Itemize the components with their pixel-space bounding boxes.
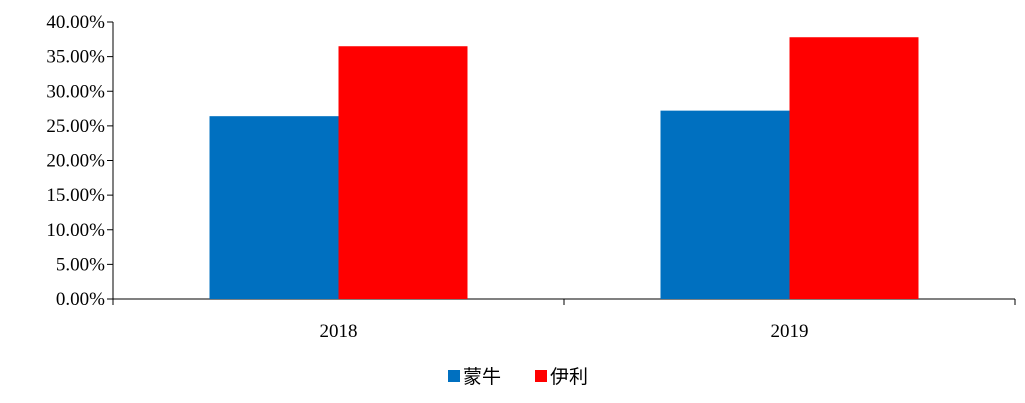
y-tick-label: 35.00% xyxy=(46,47,105,68)
legend-swatch xyxy=(535,370,547,382)
x-category-label: 2019 xyxy=(771,321,809,342)
x-category-label: 2018 xyxy=(320,321,358,342)
bar-mengniu-2018 xyxy=(209,116,339,300)
bars xyxy=(209,37,919,300)
y-tick-label: 5.00% xyxy=(56,254,105,275)
legend-label: 伊利 xyxy=(550,366,588,388)
bar-yili-2018 xyxy=(338,46,468,299)
y-tick-label: 15.00% xyxy=(46,185,105,206)
x-axis: 2018 2019 xyxy=(112,298,1016,342)
bar-yili-2019 xyxy=(789,37,919,300)
legend-swatch xyxy=(448,370,460,382)
y-tick-label: 25.00% xyxy=(46,116,105,137)
y-tick-label: 0.00% xyxy=(56,289,105,310)
bar-mengniu-2019 xyxy=(660,110,790,299)
y-tick-label: 40.00% xyxy=(46,12,105,33)
y-tick-label: 10.00% xyxy=(46,220,105,241)
y-tick-label: 30.00% xyxy=(46,81,105,102)
legend-label: 蒙牛 xyxy=(463,366,501,388)
legend: 蒙牛 伊利 xyxy=(448,366,588,388)
y-axis: 0.00% 5.00% 10.00% 15.00% 20.00% 25.00% 30.00%… xyxy=(46,12,114,310)
y-tick-label: 20.00% xyxy=(46,151,105,172)
